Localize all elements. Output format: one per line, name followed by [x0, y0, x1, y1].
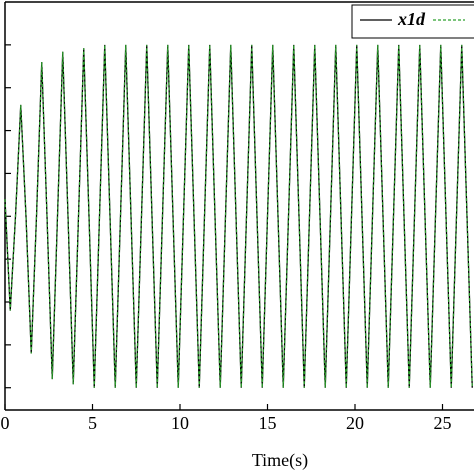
legend-label: x1d: [397, 9, 426, 29]
x-tick-label: 25: [434, 413, 452, 433]
x-tick-label: 0: [1, 413, 10, 433]
x-axis-label: Time(s): [252, 450, 308, 471]
x-tick-label: 10: [171, 413, 189, 433]
data-line: [4, 44, 473, 388]
x-tick-label: 5: [88, 413, 97, 433]
data-line: [4, 44, 473, 388]
x-tick-label: 20: [346, 413, 364, 433]
x-tick-label: 15: [259, 413, 277, 433]
legend-box: [351, 4, 474, 39]
